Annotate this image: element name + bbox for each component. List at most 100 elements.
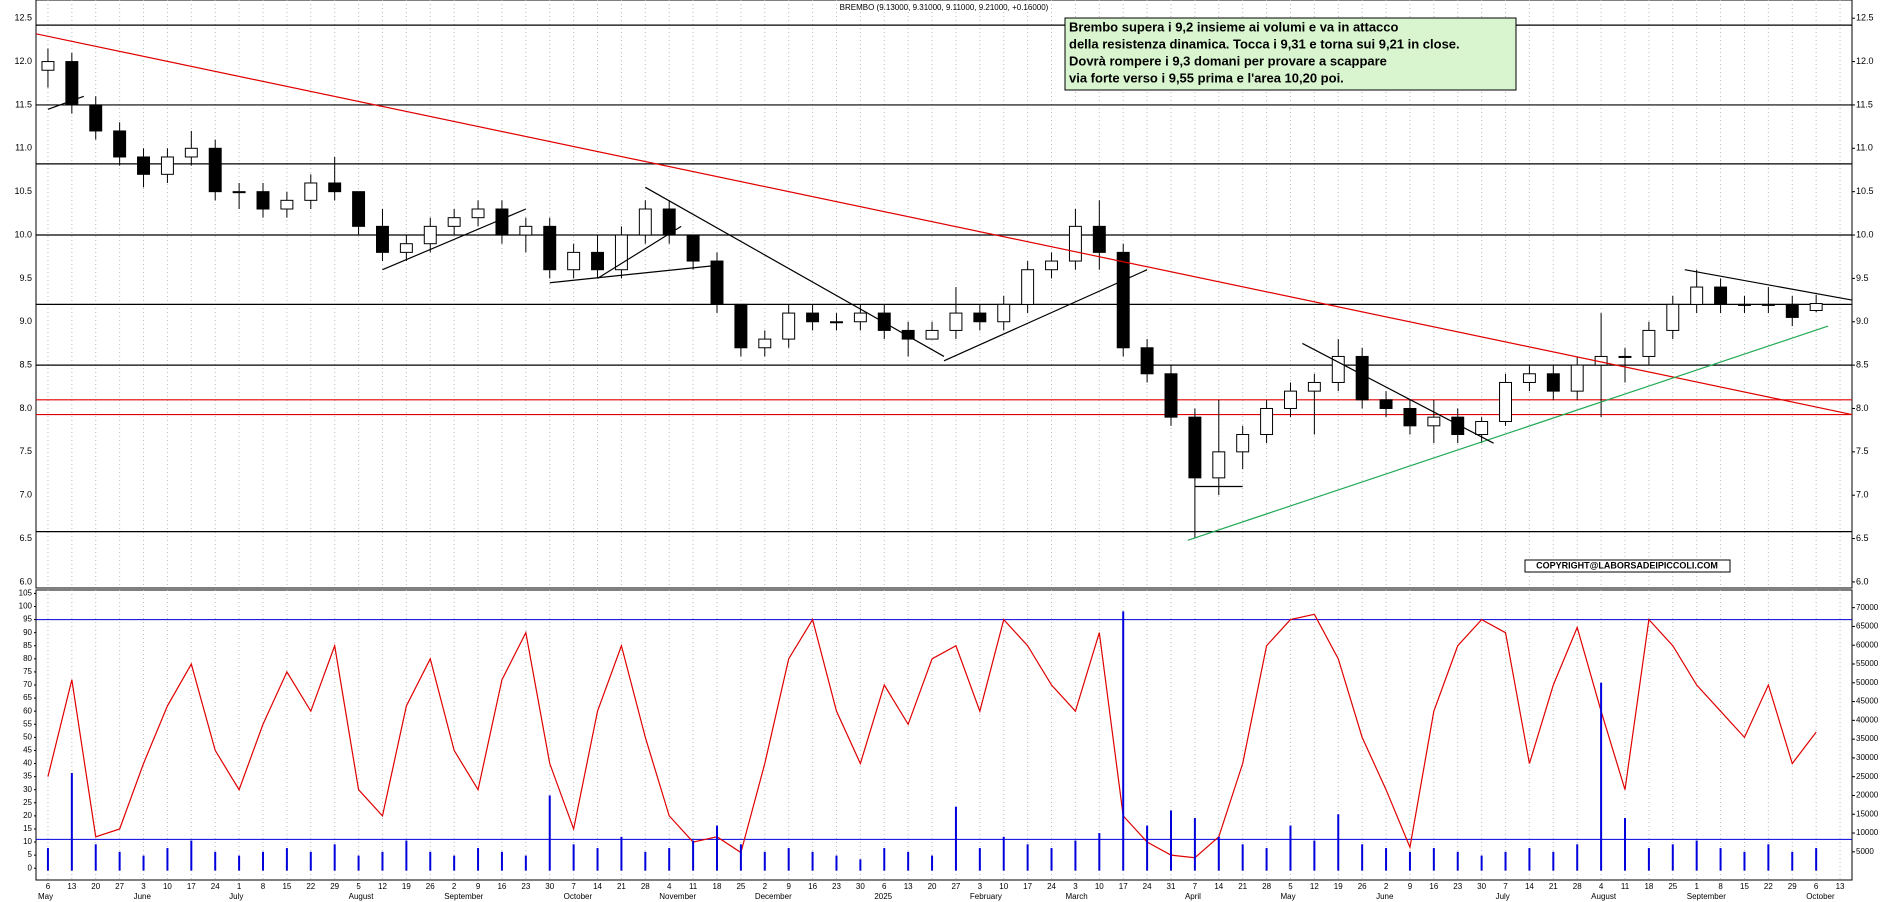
trend-line <box>47 95 84 110</box>
x-tick-label: 9 <box>476 882 481 891</box>
indicator-line <box>47 613 1817 859</box>
candle-body <box>304 182 318 201</box>
candle-body <box>1260 407 1274 435</box>
candle-body <box>1092 225 1106 253</box>
y-tick-label: 7.5 <box>19 446 32 456</box>
x-tick-label: 7 <box>1503 882 1508 891</box>
candle-body <box>686 234 700 262</box>
x-tick-label: 13 <box>67 882 76 891</box>
y2-tick-label: 70000 <box>1856 603 1879 612</box>
candle-body <box>471 208 485 219</box>
y-tick-label: 80 <box>23 654 32 663</box>
x-tick-label: 11 <box>1621 882 1630 891</box>
x-tick-label: 27 <box>951 882 960 891</box>
trend-line <box>382 208 527 271</box>
x-tick-label: 28 <box>1262 882 1271 891</box>
y-tick-label: 8.5 <box>1856 359 1869 369</box>
copyright: COPYRIGHT@LABORSADEIPICCOLI.COM <box>1536 560 1718 570</box>
y2-tick-label: 5000 <box>1856 847 1874 856</box>
y-tick-label: 10.5 <box>14 186 32 196</box>
y-tick-label: 11.0 <box>15 143 32 153</box>
x-tick-label: 3 <box>978 882 983 891</box>
x-tick-label: 31 <box>1167 882 1176 891</box>
candle-body <box>160 156 174 175</box>
x-tick-label: 3 <box>1073 882 1078 891</box>
candle-body <box>949 312 963 331</box>
candle-body <box>1714 286 1728 305</box>
candle-body <box>877 312 891 331</box>
month-label: September <box>444 892 483 901</box>
candle-body <box>89 104 103 132</box>
trend-line <box>549 264 718 284</box>
candle-body <box>1451 416 1465 435</box>
x-tick-label: 9 <box>1408 882 1413 891</box>
candle-body <box>376 225 389 253</box>
candle-body <box>1738 303 1751 306</box>
y2-tick-label: 45000 <box>1856 697 1879 706</box>
candle-body <box>1642 329 1656 357</box>
candle-body <box>901 329 915 340</box>
candle-body <box>328 182 342 193</box>
x-tick-label: 24 <box>1047 882 1056 891</box>
x-tick-label: 5 <box>1288 882 1293 891</box>
x-tick-label: 16 <box>1429 882 1438 891</box>
candle-body <box>41 61 55 71</box>
annotation-text: Brembo supera i 9,2 insieme ai volumi e … <box>1069 19 1399 34</box>
candle-body <box>1427 416 1441 427</box>
month-label: November <box>659 892 696 901</box>
trend-line <box>1187 325 1829 541</box>
month-label: June <box>1376 892 1394 901</box>
y-tick-label: 10.0 <box>1856 229 1874 239</box>
trend-line <box>1302 342 1494 444</box>
x-tick-label: 18 <box>1644 882 1653 891</box>
x-tick-label: 4 <box>667 882 672 891</box>
x-tick-label: 24 <box>1143 882 1152 891</box>
y-tick-label: 8.5 <box>19 359 32 369</box>
x-tick-label: 19 <box>1334 882 1343 891</box>
x-tick-label: 1 <box>237 882 242 891</box>
x-tick-label: 15 <box>282 882 291 891</box>
x-tick-label: 25 <box>1668 882 1677 891</box>
y-tick-label: 11.0 <box>1856 143 1873 153</box>
candle-body <box>1666 303 1680 331</box>
x-tick-label: 13 <box>1836 882 1845 891</box>
candle-body <box>830 321 843 324</box>
annotation-text: via forte verso i 9,55 prima e l'area 10… <box>1069 70 1344 85</box>
x-tick-label: 3 <box>141 882 146 891</box>
annotation-text: della resistenza dinamica. Tocca i 9,31 … <box>1069 36 1460 51</box>
y-tick-label: 105 <box>19 589 33 598</box>
y2-tick-label: 65000 <box>1856 622 1879 631</box>
candle-body <box>734 303 748 349</box>
y-tick-label: 5 <box>28 850 33 859</box>
x-tick-label: 10 <box>163 882 172 891</box>
x-tick-label: 25 <box>736 882 745 891</box>
x-tick-label: 12 <box>378 882 387 891</box>
month-label: March <box>1065 892 1087 901</box>
trend-line <box>645 186 945 357</box>
x-tick-label: 14 <box>1525 882 1534 891</box>
trend-line <box>597 225 682 279</box>
y-tick-label: 40 <box>23 759 32 768</box>
month-label: October <box>1806 892 1835 901</box>
candle-body <box>638 208 652 236</box>
trend-line <box>1684 269 1853 301</box>
x-tick-label: 10 <box>999 882 1008 891</box>
y-tick-label: 10.0 <box>14 229 32 239</box>
annotation-text: Dovrà rompere i 9,3 domani per provare a… <box>1069 53 1387 68</box>
candle-body <box>1284 390 1297 409</box>
x-tick-label: 23 <box>832 882 841 891</box>
candle-body <box>782 312 796 340</box>
candle-body <box>591 251 604 271</box>
x-tick-label: 8 <box>1718 882 1723 891</box>
y-tick-label: 12.0 <box>1856 56 1874 66</box>
x-tick-label: 29 <box>330 882 339 891</box>
y2-tick-label: 40000 <box>1856 715 1879 724</box>
candle-body <box>232 191 246 194</box>
candle-body <box>853 312 867 323</box>
candle-body <box>997 303 1011 323</box>
candle-body <box>1116 251 1130 349</box>
candle-body <box>567 251 581 271</box>
candle-body <box>925 329 939 340</box>
y-tick-label: 12.0 <box>14 56 32 66</box>
x-tick-label: 30 <box>545 882 554 891</box>
